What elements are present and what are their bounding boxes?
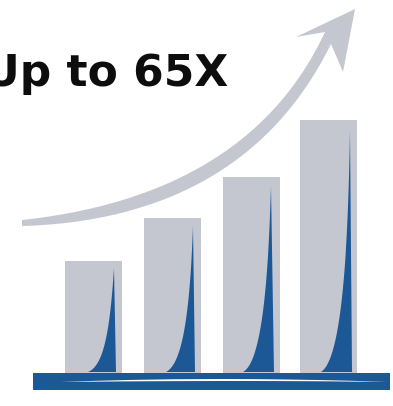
bar-2-highlight xyxy=(166,226,195,372)
bar-1-highlight xyxy=(88,268,116,372)
growth-arrow-icon xyxy=(22,9,355,226)
bar-group xyxy=(65,120,357,373)
headline: Up to 65X xyxy=(0,46,229,97)
chart-base-shine xyxy=(60,379,388,382)
bar-3-highlight xyxy=(243,186,274,372)
chart-base xyxy=(33,373,390,390)
bar-4-highlight xyxy=(321,130,352,372)
